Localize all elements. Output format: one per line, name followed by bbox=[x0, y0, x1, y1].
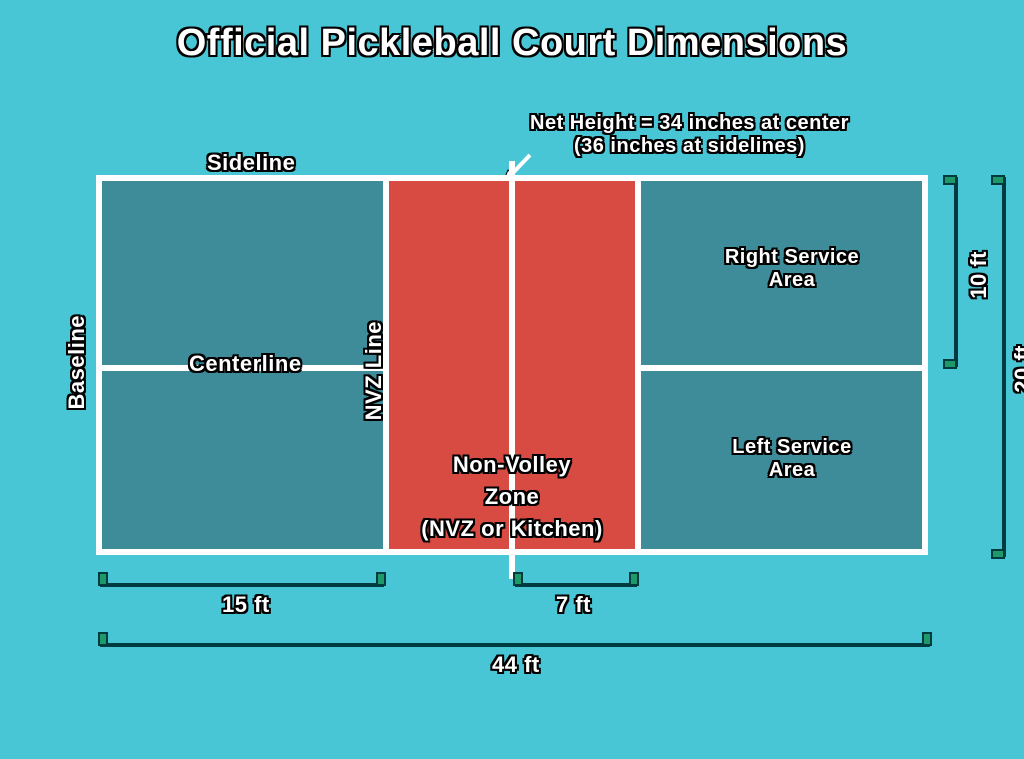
right-nvz-line bbox=[635, 181, 641, 549]
left-bottom-service bbox=[102, 371, 383, 549]
dim-20ft: 20 ft bbox=[1010, 345, 1024, 393]
nvz-line-label: NVZ Line bbox=[361, 321, 387, 420]
dim-10ft: 10 ft bbox=[966, 251, 992, 299]
bracket-20ft bbox=[992, 177, 1006, 557]
bracket-7ft bbox=[515, 573, 637, 587]
right-service-1: Right Service bbox=[707, 246, 877, 269]
right-centerline bbox=[641, 365, 922, 371]
nvz-label-3: (NVZ or Kitchen) bbox=[417, 516, 607, 542]
net-height-line2: (36 inches at sidelines) bbox=[530, 135, 849, 158]
baseline-label: Baseline bbox=[64, 315, 90, 410]
bracket-10ft bbox=[944, 177, 958, 367]
sideline-label: Sideline bbox=[207, 150, 295, 176]
centerline-label: Centerline bbox=[189, 351, 302, 377]
left-service-2: Area bbox=[707, 459, 877, 482]
nvz-label-1: Non-Volley bbox=[417, 452, 607, 478]
page-title: Official Pickleball Court Dimensions bbox=[0, 22, 1024, 65]
dim-15ft: 15 ft bbox=[222, 592, 270, 618]
right-service-2: Area bbox=[707, 269, 877, 292]
dim-44ft: 44 ft bbox=[492, 652, 540, 678]
nvz-label-2: Zone bbox=[417, 484, 607, 510]
bracket-44ft bbox=[100, 633, 930, 647]
left-service-1: Left Service bbox=[707, 436, 877, 459]
dim-7ft: 7 ft bbox=[556, 592, 591, 618]
bracket-15ft bbox=[100, 573, 384, 587]
left-top-service bbox=[102, 181, 383, 365]
net-height-line1: Net Height = 34 inches at center bbox=[530, 112, 849, 135]
